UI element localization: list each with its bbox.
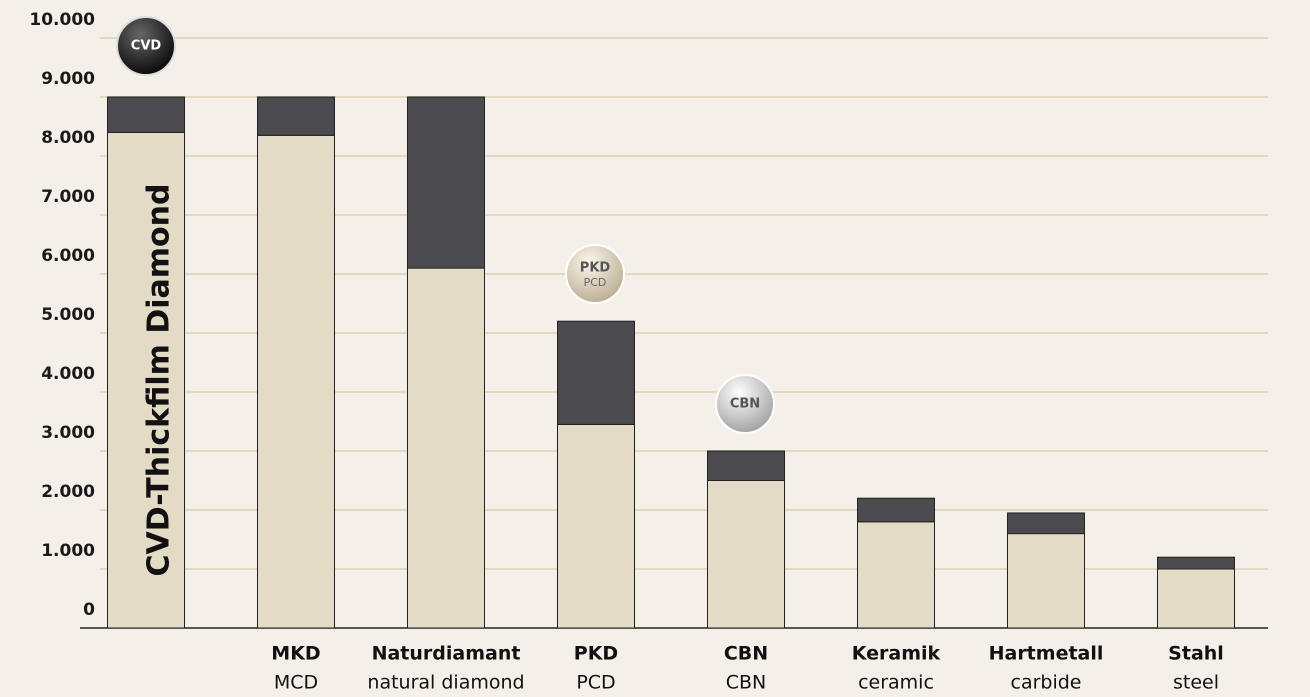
x-tick-sublabel: PCD — [576, 672, 615, 694]
y-tick-label: 10.000 — [29, 10, 95, 30]
bar-segment — [707, 480, 785, 629]
badge-label: PKD — [580, 261, 611, 276]
bar-segment — [407, 96, 485, 269]
badge: CBN — [715, 374, 775, 434]
x-tick-label: Stahl — [1168, 643, 1224, 665]
bar-segment — [707, 450, 785, 481]
x-tick-sublabel: steel — [1173, 672, 1219, 694]
badge-circle — [715, 374, 775, 434]
bars — [107, 96, 1235, 629]
y-tick-label: 6.000 — [41, 246, 95, 266]
bar-segment — [107, 131, 185, 629]
x-tick-label: Hartmetall — [989, 643, 1104, 665]
bar-segment — [257, 96, 335, 136]
y-tick-label: 5.000 — [41, 305, 95, 325]
x-tick-sublabel: natural diamond — [367, 672, 524, 694]
y-tick-label: 1.000 — [41, 541, 95, 561]
bar-segment — [857, 521, 935, 629]
y-tick-label: 2.000 — [41, 482, 95, 502]
labels: 0 1.000 2.000 3.000 4.000 5.000 6.000 7.000 8.00… — [29, 10, 1223, 694]
x-tick-sublabel: MCD — [274, 672, 318, 694]
bar-segment — [557, 423, 635, 629]
bar-segment — [857, 497, 935, 523]
bar-segment — [407, 267, 485, 629]
x-tick-label: MKD — [271, 643, 320, 665]
bar-segment — [557, 320, 635, 425]
y-tick-label: 9.000 — [41, 69, 95, 89]
y-tick-label: 3.000 — [41, 423, 95, 443]
bar-segment — [1007, 512, 1085, 535]
y-tick-label: 0 — [83, 600, 95, 620]
badge-circle — [565, 244, 625, 304]
bar-annotation: CVD-Thickfilm Diamond — [142, 184, 177, 577]
y-tick-label: 4.000 — [41, 364, 95, 384]
x-tick-sublabel: carbide — [1011, 672, 1082, 694]
bar-segment — [1157, 556, 1235, 570]
bar-segment — [1157, 568, 1235, 629]
bar-segment — [107, 96, 185, 133]
bar-segment — [257, 134, 335, 629]
badge: CVD — [116, 16, 176, 76]
badge: PKD PCD — [565, 244, 625, 304]
badge-label: CBN — [730, 397, 760, 412]
badge-circle — [116, 16, 176, 76]
y-tick-label: 8.000 — [41, 128, 95, 148]
x-tick-sublabel: ceramic — [858, 672, 934, 694]
x-tick-label: CBN — [724, 643, 768, 665]
y-tick-label: 7.000 — [41, 187, 95, 207]
badge-label: CVD — [131, 39, 162, 54]
x-tick-label: PKD — [574, 643, 618, 665]
badge-sublabel: PCD — [584, 276, 607, 289]
x-tick-sublabel: CBN — [726, 672, 767, 694]
bar-segment — [1007, 533, 1085, 629]
x-tick-label: Keramik — [852, 643, 941, 665]
x-tick-label: Naturdiamant — [372, 643, 521, 665]
